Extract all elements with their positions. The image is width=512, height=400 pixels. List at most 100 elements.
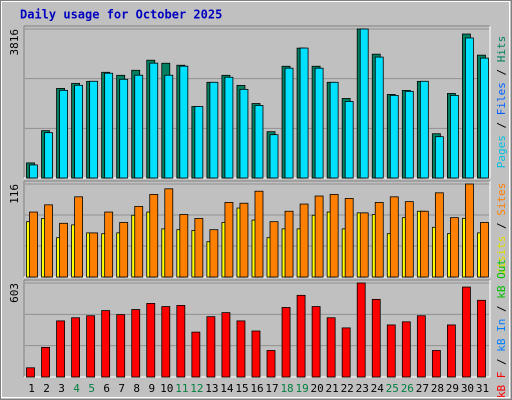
bar — [480, 57, 489, 179]
bar — [404, 90, 414, 179]
bar — [281, 307, 291, 378]
x-tick-label: 20 — [311, 382, 324, 395]
bar — [104, 211, 114, 278]
bar — [59, 89, 68, 179]
legend-entry: Files — [495, 82, 508, 115]
bar — [146, 303, 156, 378]
x-tick-label: 14 — [220, 382, 234, 395]
bar — [374, 202, 384, 278]
legend-entry: Pages — [495, 135, 508, 168]
bar — [477, 299, 486, 378]
bar — [389, 196, 399, 278]
legend-entry: Sites — [495, 183, 508, 216]
bar — [450, 217, 459, 278]
legend: Pages / Files / Hits — [495, 36, 508, 169]
bar — [119, 222, 129, 278]
bar — [56, 320, 65, 378]
x-tick-label: 18 — [280, 382, 293, 395]
x-tick-label: 25 — [386, 382, 399, 395]
legend-entry: Hits — [495, 36, 508, 63]
bar — [389, 94, 399, 179]
bar — [299, 47, 309, 179]
x-tick-label: 23 — [356, 382, 369, 395]
bar — [149, 62, 159, 179]
bar — [116, 314, 126, 378]
bar — [161, 306, 171, 378]
bar — [236, 320, 246, 378]
legend-entry: kB Out — [495, 259, 508, 299]
x-tick-label: 8 — [133, 382, 140, 395]
bar — [239, 202, 249, 278]
bar — [134, 74, 144, 179]
bar — [329, 194, 339, 278]
bar — [74, 196, 83, 278]
bar — [176, 305, 186, 378]
x-tick-label: 22 — [341, 382, 354, 395]
legend-separator: / — [495, 216, 508, 236]
bar — [311, 306, 321, 378]
bar — [71, 317, 80, 378]
bar — [149, 194, 159, 278]
x-tick-label: 26 — [401, 382, 414, 395]
bar — [465, 37, 474, 179]
x-tick-label: 31 — [476, 382, 489, 395]
bar — [419, 80, 429, 179]
bar — [224, 76, 234, 179]
bar — [41, 346, 50, 378]
bar — [462, 286, 471, 378]
bar — [29, 211, 38, 278]
bar — [254, 105, 264, 179]
bar — [401, 321, 411, 378]
bar — [431, 350, 441, 378]
bar — [434, 192, 444, 278]
bar — [89, 232, 99, 278]
bar — [341, 327, 351, 378]
bar — [251, 330, 261, 378]
bar — [209, 81, 219, 179]
x-tick-label: 11 — [175, 382, 188, 395]
bar — [434, 136, 444, 179]
x-tick-label: 1 — [28, 382, 35, 395]
bar — [296, 294, 306, 378]
bar — [416, 315, 426, 378]
bar — [465, 183, 474, 278]
bar — [131, 309, 141, 378]
bar — [329, 81, 339, 179]
x-tick-label: 30 — [461, 382, 474, 395]
legend-separator: / — [495, 352, 508, 372]
x-tick-label: 28 — [431, 382, 444, 395]
y-tick-label: 603 — [8, 283, 21, 303]
x-tick-label: 15 — [235, 382, 248, 395]
bar — [194, 218, 204, 278]
bar — [419, 210, 429, 278]
x-tick-label: 3 — [58, 382, 65, 395]
bar — [179, 214, 189, 278]
bar — [326, 317, 336, 378]
bar — [119, 78, 129, 179]
x-tick-label: 10 — [160, 382, 173, 395]
legend-entry: Visits — [495, 236, 508, 276]
bar — [224, 202, 234, 278]
bar — [191, 331, 201, 378]
bar — [447, 324, 456, 378]
bar — [74, 84, 83, 179]
legend-entry: kB In — [495, 319, 508, 352]
y-tick-label: 116 — [8, 184, 21, 204]
bar — [359, 212, 369, 278]
bar — [314, 67, 324, 179]
bar — [374, 56, 384, 179]
bar — [269, 134, 279, 179]
x-tick-label: 6 — [103, 382, 110, 395]
bar — [209, 229, 219, 278]
bar — [359, 28, 369, 179]
y-tick-label: 3816 — [8, 29, 21, 56]
bar — [221, 312, 231, 378]
bar — [299, 203, 309, 278]
x-tick-label: 27 — [416, 382, 429, 395]
x-tick-label: 24 — [371, 382, 385, 395]
legend-separator: / — [495, 299, 508, 319]
x-tick-label: 12 — [190, 382, 203, 395]
bar — [101, 310, 111, 378]
bar — [284, 210, 294, 278]
